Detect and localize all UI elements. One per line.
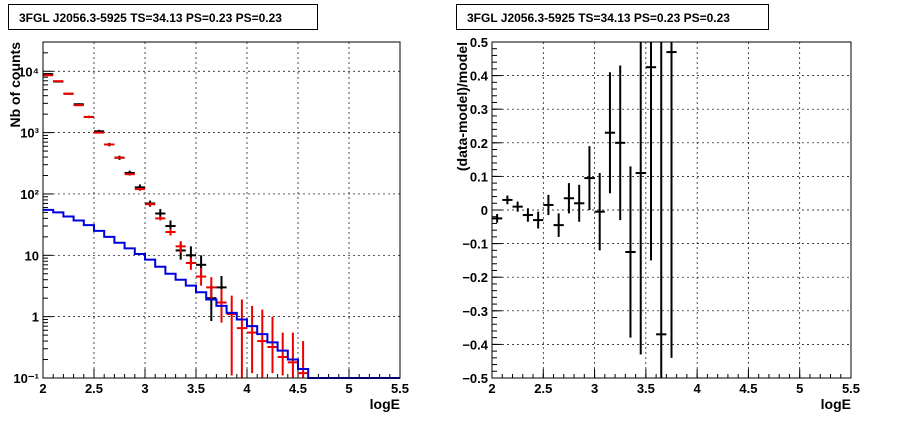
residuals-x-tick-label: 4	[694, 381, 702, 396]
residuals-y-tick-label: −0.4	[462, 337, 488, 352]
counts-panel: 2 2.5 3 3.5 4 4.5 5 5.5 10⁻¹ 1 10 10² 10³ 10⁴ logE Nb o…	[7, 4, 409, 412]
residuals-x-tick-label: 3.5	[637, 381, 655, 396]
counts-x-tick-label: 3.5	[187, 381, 205, 396]
counts-y-tick-label: 10	[25, 248, 39, 263]
counts-chart-title: 3FGL J2056.3-5925 TS=34.13 PS=0.23 PS=0.…	[8, 4, 318, 30]
residuals-y-tick-label: −0.5	[462, 371, 488, 386]
residuals-x-axis-label: logE	[821, 396, 851, 412]
counts-y-tick-label: 10³	[20, 126, 39, 141]
counts-x-tick-label: 4.5	[289, 381, 307, 396]
counts-x-axis-label: logE	[370, 396, 400, 412]
counts-model-step-line	[43, 208, 400, 379]
residuals-x-tick-label: 4.5	[739, 381, 757, 396]
residuals-chart-title: 3FGL J2056.3-5925 TS=34.13 PS=0.23 PS=0.…	[456, 4, 769, 30]
counts-x-tick-label: 5	[345, 381, 352, 396]
residuals-x-tick-label: 5	[796, 381, 803, 396]
residuals-x-tick-label: 5.5	[842, 381, 860, 396]
counts-chart: 2 2.5 3 3.5 4 4.5 5 5.5 10⁻¹ 1 10 10² 10³ 10⁴ logE Nb o…	[7, 41, 409, 412]
residuals-x-tick-label: 2	[488, 381, 495, 396]
counts-y-tick-label: 10⁻¹	[13, 371, 39, 386]
residuals-panel: 2 2.5 3 3.5 4 4.5 5 5.5 −0.5 −0.4 −0.3 −0.2 −0.1 0 0.1…	[449, 0, 898, 421]
counts-y-tick-label: 10²	[20, 187, 39, 202]
residuals-y-tick-label: 0.2	[470, 136, 488, 151]
residuals-plot-frame	[491, 41, 852, 379]
residuals-y-axis-label: (data-model)/model	[454, 42, 470, 171]
residuals-y-tick-label: 0	[481, 203, 488, 218]
residuals-y-tick-label: 0.4	[470, 69, 489, 84]
residuals-x-tick-label: 2.5	[534, 381, 552, 396]
counts-y-tick-label: 10⁴	[18, 64, 39, 79]
residuals-y-tick-label: −0.2	[462, 270, 488, 285]
residuals-y-tick-label: −0.1	[462, 237, 488, 252]
counts-x-tick-label: 3	[141, 381, 148, 396]
residuals-y-tick-label: −0.3	[462, 304, 488, 319]
residuals-y-tick-label: 0.3	[470, 102, 488, 117]
counts-x-tick-label: 5.5	[391, 381, 409, 396]
counts-y-tick-label: 1	[32, 310, 39, 325]
residuals-y-tick-label: 0.1	[470, 169, 488, 184]
counts-x-tick-label: 2	[39, 381, 46, 396]
counts-y-axis-label: Nb of counts	[7, 42, 23, 128]
counts-plot-frame	[42, 41, 401, 379]
residuals-chart: 2 2.5 3 3.5 4 4.5 5 5.5 −0.5 −0.4 −0.3 −0.2 −0.1 0 0.1…	[454, 35, 860, 412]
counts-x-tick-label: 2.5	[85, 381, 103, 396]
residuals-y-tick-label: 0.5	[470, 35, 488, 50]
residuals-x-tick-label: 3	[591, 381, 598, 396]
counts-x-tick-label: 4	[243, 381, 251, 396]
